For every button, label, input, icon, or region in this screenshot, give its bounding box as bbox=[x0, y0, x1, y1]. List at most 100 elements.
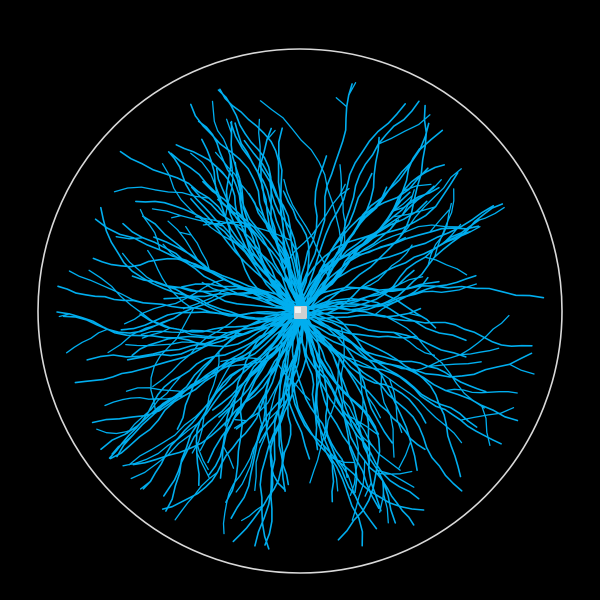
branch-line bbox=[150, 307, 195, 414]
branch-line bbox=[142, 215, 303, 314]
branch-line bbox=[434, 188, 455, 258]
branch-line bbox=[298, 276, 429, 311]
branch-line bbox=[508, 363, 535, 375]
branch-line bbox=[222, 444, 235, 469]
branch-line bbox=[284, 309, 311, 460]
branch-line bbox=[335, 97, 348, 108]
branch-line bbox=[377, 114, 431, 145]
branch-line bbox=[384, 315, 485, 409]
branch-line bbox=[162, 243, 215, 275]
branch-line bbox=[300, 191, 411, 314]
branch-line bbox=[167, 286, 304, 313]
branch-line bbox=[408, 312, 422, 317]
branch-line bbox=[291, 312, 378, 530]
branch-line bbox=[300, 314, 371, 465]
branch-line bbox=[324, 356, 341, 440]
branch-line bbox=[161, 309, 302, 510]
branch-line bbox=[190, 152, 223, 203]
branch-line bbox=[65, 328, 109, 354]
branch-line bbox=[241, 504, 265, 522]
branch-line bbox=[100, 206, 305, 320]
branch-line bbox=[167, 151, 299, 311]
branch-line bbox=[299, 103, 407, 309]
branch-line bbox=[338, 183, 346, 197]
branch-line bbox=[298, 307, 422, 320]
branch-line bbox=[460, 407, 515, 421]
branch-line bbox=[230, 314, 305, 520]
boundary-circle bbox=[37, 48, 563, 574]
branch-line bbox=[302, 305, 478, 428]
branch-line bbox=[140, 329, 244, 336]
branch-line bbox=[56, 311, 306, 348]
branch-line bbox=[161, 163, 247, 249]
branch-line bbox=[121, 252, 188, 297]
branch-line bbox=[377, 469, 415, 488]
branch-line bbox=[427, 361, 482, 368]
branch-line bbox=[201, 138, 299, 311]
branch-line bbox=[302, 203, 504, 315]
branch-line bbox=[218, 310, 304, 418]
branch-line bbox=[299, 312, 502, 445]
branch-line bbox=[297, 313, 415, 526]
branch-line bbox=[374, 283, 477, 316]
branch-line bbox=[283, 187, 350, 273]
branch-line bbox=[299, 312, 382, 512]
branch-line bbox=[152, 315, 240, 388]
branch-line bbox=[185, 225, 211, 272]
branch-line bbox=[196, 451, 210, 478]
branch-line bbox=[120, 311, 303, 331]
branch-line bbox=[195, 441, 209, 471]
branch-line bbox=[480, 404, 491, 447]
branch-line bbox=[301, 311, 381, 541]
branch-line bbox=[130, 434, 192, 480]
branch-line bbox=[391, 179, 442, 213]
branch-line bbox=[295, 136, 380, 317]
branch-line bbox=[195, 305, 298, 487]
branch-line bbox=[182, 289, 225, 310]
branch-line bbox=[292, 311, 364, 547]
branch-line bbox=[86, 308, 306, 361]
branch-line bbox=[283, 178, 329, 277]
branch-line bbox=[283, 192, 310, 310]
branch-line bbox=[296, 186, 388, 310]
branch-line bbox=[398, 441, 412, 469]
branch-line bbox=[108, 312, 306, 459]
branch-line bbox=[202, 180, 300, 313]
branch-line bbox=[344, 224, 460, 263]
branch-line bbox=[295, 83, 353, 311]
branch-line bbox=[364, 482, 372, 497]
branch-line bbox=[165, 314, 299, 512]
branch-line bbox=[299, 167, 429, 316]
branch-line bbox=[380, 374, 395, 458]
branch-line bbox=[151, 208, 224, 227]
branch-line bbox=[366, 395, 382, 419]
branch-line bbox=[88, 269, 220, 339]
branch-line bbox=[122, 422, 199, 467]
branch-line bbox=[179, 231, 192, 236]
branch-line bbox=[298, 274, 477, 314]
branch-line bbox=[411, 314, 510, 372]
branch-line bbox=[259, 307, 300, 550]
branch-line bbox=[301, 308, 380, 510]
branch-line bbox=[225, 118, 233, 134]
branch-line bbox=[303, 284, 545, 315]
branch-line bbox=[125, 341, 206, 347]
branch-line bbox=[301, 185, 435, 313]
branch-line bbox=[381, 480, 389, 524]
branch-line bbox=[376, 470, 413, 475]
seed-cube bbox=[294, 306, 307, 319]
branch-line bbox=[167, 220, 200, 263]
branch-line bbox=[392, 195, 413, 213]
branch-line bbox=[68, 270, 144, 304]
branch-line bbox=[301, 280, 440, 316]
branch-line bbox=[215, 167, 304, 308]
seed-highlight bbox=[295, 307, 301, 313]
branch-line bbox=[297, 308, 533, 378]
branch-line bbox=[294, 305, 533, 348]
branch-line bbox=[342, 399, 358, 426]
branch-line bbox=[74, 307, 299, 384]
branch-line bbox=[219, 309, 303, 479]
branch-line bbox=[309, 424, 327, 484]
branch-line bbox=[258, 403, 263, 425]
branch-line bbox=[234, 419, 248, 422]
